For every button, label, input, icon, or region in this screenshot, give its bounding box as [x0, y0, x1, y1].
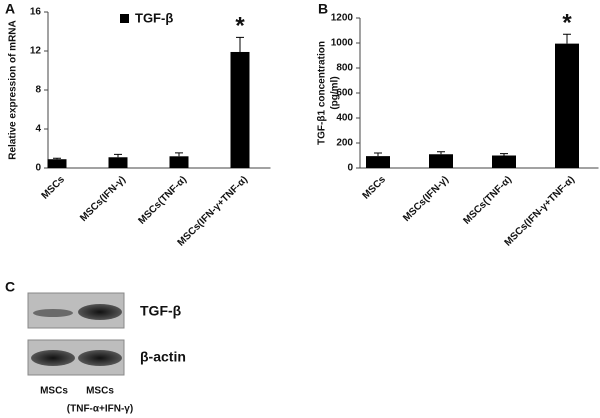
- bar: [555, 43, 579, 168]
- blot-band: [78, 350, 122, 366]
- legend-label: TGF-β: [135, 10, 173, 25]
- blot-lane-label: (TNF-α+IFN-γ): [67, 404, 133, 415]
- blot-band: [33, 309, 73, 317]
- y-axis-label: TGF-β1 concentration: [317, 41, 328, 145]
- y-tick-label: 800: [336, 63, 353, 74]
- panel-label: A: [5, 1, 15, 17]
- y-tick-label: 1000: [331, 38, 354, 49]
- error-bar: [563, 33, 571, 44]
- x-tick-label: MSCs(IFN-γ): [401, 174, 451, 224]
- y-tick-label: 600: [336, 88, 353, 99]
- blot-band: [78, 304, 122, 320]
- bar: [492, 155, 516, 168]
- bar: [169, 156, 189, 168]
- bar: [366, 156, 390, 168]
- y-tick-label: 12: [30, 46, 42, 57]
- y-tick-label: 0: [35, 163, 41, 174]
- y-tick-label: 1200: [331, 13, 354, 24]
- error-bar: [437, 151, 445, 155]
- panel-label: B: [318, 1, 328, 17]
- x-tick-label: MSCs(TNF-α): [461, 174, 514, 227]
- blot-band: [31, 350, 75, 366]
- y-tick-label: 400: [336, 113, 353, 124]
- x-tick-label: MSCs(TNF-α): [136, 174, 189, 227]
- y-tick-label: 0: [347, 163, 353, 174]
- annotation: *: [235, 13, 245, 40]
- error-bar: [236, 36, 244, 52]
- bar: [108, 157, 128, 168]
- y-tick-label: 200: [336, 138, 353, 149]
- panel-label: C: [5, 279, 15, 295]
- annotation: *: [562, 10, 572, 37]
- y-tick-label: 4: [35, 124, 41, 135]
- bar: [230, 51, 250, 168]
- error-bar: [374, 152, 382, 157]
- y-tick-label: 8: [35, 85, 41, 96]
- blot-row-label: TGF-β: [140, 303, 182, 319]
- x-tick-label: MSCs: [361, 174, 389, 202]
- x-tick-label: MSCs(IFN-γ+TNF-α): [176, 174, 250, 248]
- blot-lane-label: MSCs: [86, 386, 114, 397]
- legend-swatch: [120, 14, 129, 23]
- y-axis-label: (pg/ml): [330, 76, 341, 109]
- x-tick-label: MSCs: [40, 174, 68, 202]
- x-tick-label: MSCs(IFN-γ): [78, 174, 128, 224]
- error-bar: [114, 153, 122, 158]
- y-tick-label: 16: [30, 7, 42, 18]
- x-tick-label: MSCs(IFN-γ+TNF-α): [503, 174, 577, 248]
- y-axis-label: Relative expression of mRNA: [8, 20, 19, 160]
- bar: [429, 154, 453, 168]
- error-bar: [53, 157, 61, 160]
- bar: [47, 159, 67, 168]
- blot-lane-label: MSCs: [40, 386, 68, 397]
- blot-row-label: β-actin: [140, 349, 186, 365]
- error-bar: [175, 152, 183, 157]
- error-bar: [500, 153, 508, 156]
